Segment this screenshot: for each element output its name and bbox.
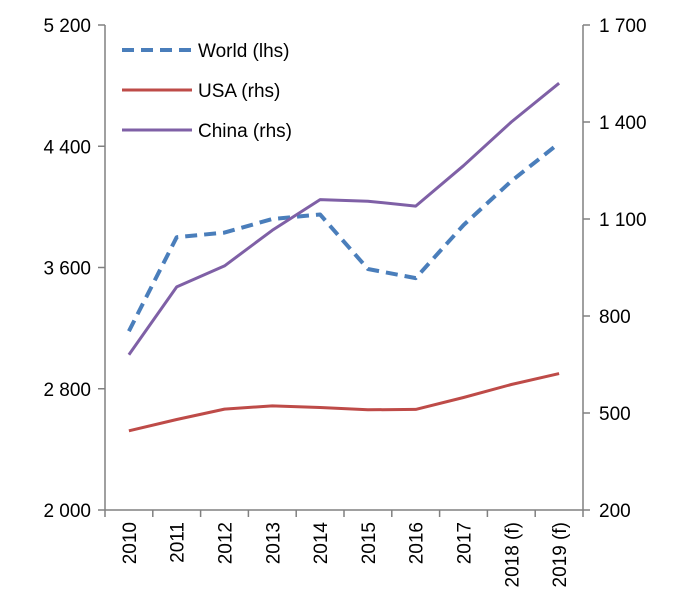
- x-axis-tick-label: 2017: [455, 522, 476, 564]
- right-axis-tick-label: 500: [599, 404, 631, 425]
- legend-label: USA (rhs): [198, 81, 280, 102]
- right-axis-tick-label: 200: [599, 501, 631, 522]
- left-axis-tick-label: 5 200: [43, 16, 91, 37]
- right-axis-tick-label: 1 700: [599, 16, 647, 37]
- legend-label: China (rhs): [198, 121, 292, 142]
- right-axis-tick-label: 800: [599, 307, 631, 328]
- legend: World (lhs) USA (rhs) China (rhs): [122, 41, 292, 142]
- right-axis-tick-label: 1 400: [599, 113, 647, 134]
- left-axis-tick-label: 2 800: [43, 380, 91, 401]
- x-axis-tick-label: 2012: [216, 522, 237, 564]
- x-axis-tick-label: 2016: [407, 522, 428, 564]
- x-axis-tick-label: 2019 (f): [550, 522, 571, 587]
- x-axis-tick-label: 2015: [359, 522, 380, 564]
- x-axis-tick-label: 2014: [311, 522, 332, 565]
- left-axis-tick-label: 3 600: [43, 259, 91, 280]
- x-axis-tick-label: 2011: [168, 522, 189, 563]
- series-line-world: [127, 141, 561, 333]
- series-line-china: [127, 82, 561, 356]
- series-layer: [127, 82, 561, 433]
- left-axis-tick-label: 4 400: [43, 137, 91, 158]
- x-axis-tick-label: 2010: [120, 522, 141, 564]
- legend-label: World (lhs): [198, 41, 290, 62]
- x-axis-tick-label: 2013: [263, 522, 284, 564]
- x-axis-tick-label: 2018 (f): [502, 522, 523, 587]
- right-axis-tick-label: 1 100: [599, 210, 647, 231]
- axes: 2 000 2 800 3 600 4 400 5 200 200 500 800 1 100 1…: [43, 16, 646, 587]
- left-axis-tick-label: 2 000: [43, 501, 91, 522]
- series-line-usa: [128, 372, 560, 433]
